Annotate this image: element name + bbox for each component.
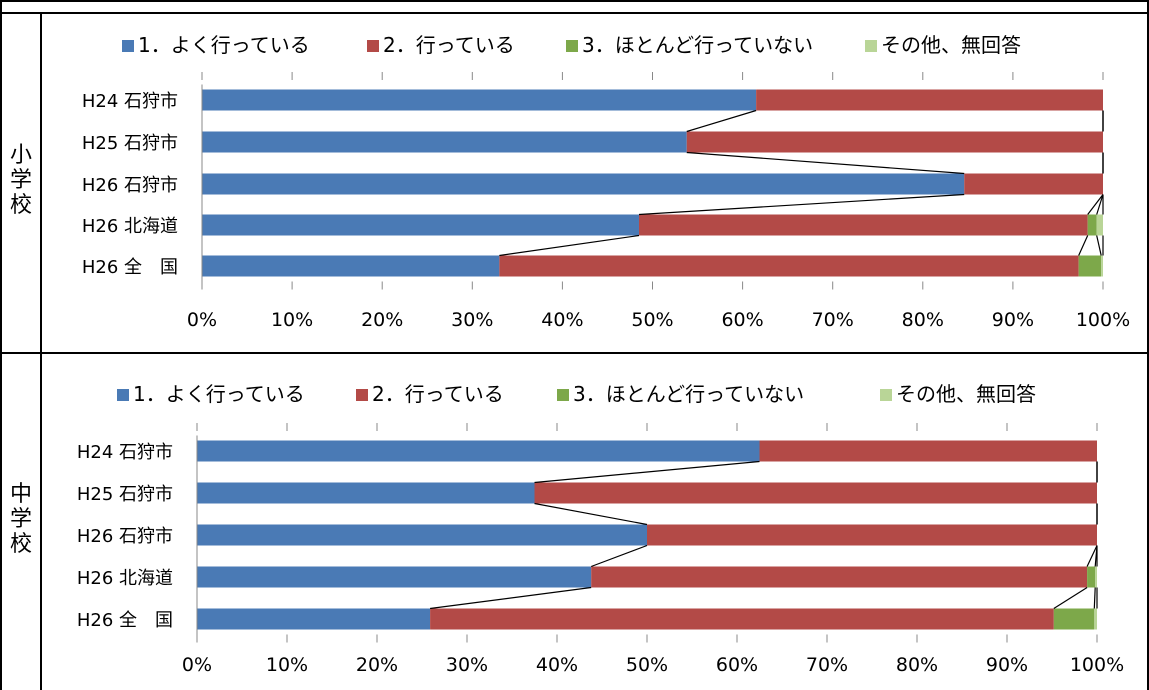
x-tick-label: 90%: [992, 309, 1034, 331]
x-tick-label: 100%: [1076, 309, 1130, 331]
series-line: [534, 460, 760, 484]
x-tick-label: 0%: [182, 654, 212, 676]
legend-label: 3．ほとんど行っていない: [582, 33, 813, 57]
legend-swatch: [557, 389, 569, 401]
category-label: H26 石狩市: [82, 175, 178, 196]
series-line: [686, 151, 965, 175]
bar-segment: [499, 255, 1079, 277]
series-line: [1096, 235, 1102, 256]
bar-segment: [202, 131, 687, 153]
series-line: [686, 109, 757, 133]
bar-segment: [202, 255, 500, 277]
x-tick-label: 30%: [451, 309, 493, 331]
x-tick-label: 10%: [271, 309, 313, 331]
bar-segment: [647, 524, 1097, 546]
bar-segment: [197, 440, 760, 462]
legend-label: 2．行っている: [372, 382, 504, 406]
category-label: H25 石狩市: [82, 133, 178, 154]
bar-segment: [964, 173, 1103, 195]
legend-swatch: [865, 40, 877, 52]
legend-swatch: [117, 389, 129, 401]
category-label: H24 石狩市: [82, 91, 178, 112]
series-line: [638, 193, 965, 216]
legend-swatch: [566, 40, 578, 52]
legend-label: その他、無回答: [881, 33, 1021, 57]
bar-segment: [1078, 255, 1102, 277]
row-divider-middle: [0, 352, 1149, 354]
series-line: [1096, 194, 1104, 215]
legend-swatch: [356, 389, 368, 401]
series-line: [499, 234, 640, 257]
legend-label: その他、無回答: [896, 382, 1036, 406]
x-tick-label: 70%: [812, 309, 854, 331]
row-divider-top: [0, 12, 1149, 14]
legend-label: 1．よく行っている: [138, 33, 310, 57]
bar-segment: [759, 440, 1097, 462]
bar-segment: [638, 214, 1088, 236]
section-label-elementary: 小学校: [9, 143, 32, 218]
bar-segment: [686, 131, 1103, 153]
bar-segment: [1087, 214, 1097, 236]
x-tick-label: 30%: [446, 654, 488, 676]
category-label: H26 全 国: [82, 257, 178, 278]
bar-segment: [197, 608, 431, 630]
x-tick-label: 0%: [187, 309, 217, 331]
bar-segment: [1095, 566, 1097, 588]
bar-segment: [534, 482, 1097, 504]
series-line: [1078, 235, 1089, 256]
series-line: [1053, 586, 1088, 610]
bar-segment: [756, 89, 1103, 111]
bar-segment: [1101, 255, 1103, 277]
bar-segment: [197, 566, 592, 588]
label-column-divider: [40, 12, 42, 690]
x-tick-label: 80%: [896, 654, 938, 676]
series-line: [430, 586, 592, 610]
x-tick-label: 50%: [626, 654, 668, 676]
bar-segment: [1087, 566, 1096, 588]
legend-swatch: [367, 40, 379, 52]
bar-segment: [202, 89, 757, 111]
category-label: H24 石狩市: [77, 442, 173, 463]
bar-segment: [197, 524, 647, 546]
bar-segment: [202, 173, 965, 195]
x-tick-label: 70%: [806, 654, 848, 676]
category-label: H26 石狩市: [77, 526, 173, 547]
bar-segment: [197, 482, 535, 504]
bar-segment: [202, 214, 639, 236]
bar-segment: [1094, 608, 1097, 630]
bar-segment: [1096, 214, 1103, 236]
x-tick-label: 10%: [266, 654, 308, 676]
x-tick-label: 40%: [536, 654, 578, 676]
category-label: H26 全 国: [77, 610, 173, 631]
bar-segment: [1053, 608, 1095, 630]
legend-swatch: [122, 40, 134, 52]
category-label: H26 北海道: [77, 568, 173, 589]
legend-swatch: [880, 389, 892, 401]
legend-label: 2．行っている: [383, 33, 515, 57]
series-line: [590, 544, 648, 568]
x-tick-label: 100%: [1070, 654, 1124, 676]
series-line: [1086, 545, 1098, 567]
category-label: H25 石狩市: [77, 484, 173, 505]
x-tick-label: 60%: [721, 309, 763, 331]
x-tick-label: 20%: [356, 654, 398, 676]
x-tick-label: 20%: [361, 309, 403, 331]
legend-label: 1．よく行っている: [133, 382, 305, 406]
series-line: [534, 502, 648, 526]
x-tick-label: 50%: [631, 309, 673, 331]
series-line: [1093, 587, 1096, 609]
bar-segment: [591, 566, 1088, 588]
x-tick-label: 90%: [986, 654, 1028, 676]
section-label-junior-high: 中学校: [9, 482, 32, 557]
series-line: [1087, 194, 1104, 215]
x-tick-label: 60%: [716, 654, 758, 676]
x-tick-label: 80%: [902, 309, 944, 331]
legend-label: 3．ほとんど行っていない: [573, 382, 804, 406]
bar-segment: [430, 608, 1054, 630]
x-tick-label: 40%: [541, 309, 583, 331]
category-label: H26 北海道: [82, 216, 178, 237]
